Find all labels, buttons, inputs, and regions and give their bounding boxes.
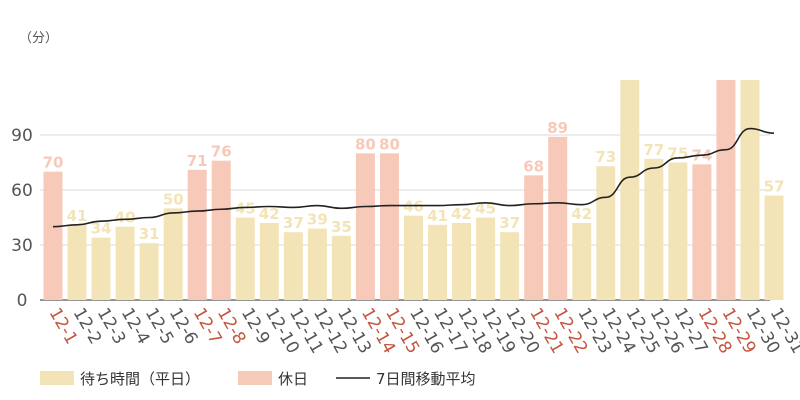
legend-swatch-holiday bbox=[238, 371, 272, 385]
legend: 待ち時間（平日） 休日 7日間移動平均 bbox=[40, 370, 476, 388]
moving-average-line bbox=[52, 127, 775, 228]
y-tick-label: 0 bbox=[17, 291, 28, 311]
data-label: 39 bbox=[307, 211, 328, 229]
data-label: 57 bbox=[764, 178, 785, 196]
bar-weekday bbox=[163, 208, 183, 300]
y-tick-label: 30 bbox=[11, 236, 33, 256]
data-label: 71 bbox=[187, 152, 208, 170]
bar-holiday bbox=[548, 136, 568, 300]
bar-weekday bbox=[283, 232, 303, 300]
bar-weekday bbox=[572, 223, 592, 300]
bar-weekday bbox=[740, 80, 760, 300]
bar-weekday bbox=[476, 217, 496, 300]
y-tick-label: 90 bbox=[11, 126, 33, 146]
data-label: 45 bbox=[475, 200, 496, 218]
bar-weekday bbox=[235, 217, 255, 300]
data-label: 68 bbox=[523, 157, 544, 175]
data-label: 31 bbox=[139, 225, 160, 243]
legend-label-average: 7日間移動平均 bbox=[376, 370, 476, 388]
bars bbox=[43, 80, 784, 300]
bar-weekday bbox=[644, 158, 664, 300]
data-label: 50 bbox=[163, 190, 184, 208]
bar-weekday bbox=[67, 224, 87, 300]
bar-weekday bbox=[428, 224, 448, 300]
x-axis-ticks: 12-112-212-312-412-512-612-712-812-912-1… bbox=[45, 305, 800, 358]
bar-weekday bbox=[404, 215, 423, 300]
data-label: 46 bbox=[403, 198, 424, 216]
data-label: 41 bbox=[67, 207, 88, 225]
bar-weekday bbox=[115, 226, 135, 300]
data-label: 80 bbox=[379, 135, 400, 153]
bar-weekday bbox=[331, 235, 351, 300]
bar-holiday bbox=[524, 175, 544, 300]
y-axis-unit: （分） bbox=[19, 31, 58, 46]
data-label: 42 bbox=[571, 205, 592, 223]
legend-label-holiday: 休日 bbox=[278, 370, 308, 388]
bar-holiday bbox=[379, 153, 399, 300]
bar-holiday bbox=[716, 80, 736, 300]
data-label: 42 bbox=[259, 205, 280, 223]
bar-holiday bbox=[355, 153, 375, 300]
data-label: 35 bbox=[331, 218, 352, 236]
bar-weekday bbox=[139, 243, 159, 300]
data-label: 42 bbox=[451, 205, 472, 223]
moving-average bbox=[52, 127, 775, 228]
data-label: 34 bbox=[91, 220, 112, 238]
data-label: 70 bbox=[43, 154, 64, 172]
data-label: 40 bbox=[115, 209, 136, 227]
data-label: 45 bbox=[235, 200, 256, 218]
bar-holiday bbox=[43, 171, 63, 300]
data-label: 37 bbox=[283, 214, 304, 232]
bar-weekday bbox=[307, 228, 327, 300]
data-label: 77 bbox=[643, 141, 664, 159]
data-label: 37 bbox=[499, 214, 520, 232]
bar-weekday bbox=[596, 166, 616, 300]
bar-holiday bbox=[187, 169, 207, 300]
bar-weekday bbox=[259, 223, 279, 300]
y-axis-ticks: 0 30 60 90 bbox=[11, 126, 33, 311]
bar-weekday bbox=[620, 80, 640, 300]
data-label: 41 bbox=[427, 207, 448, 225]
data-label: 76 bbox=[211, 143, 232, 161]
bar-weekday bbox=[500, 232, 520, 300]
data-label: 89 bbox=[547, 119, 568, 137]
bar-holiday bbox=[692, 164, 712, 300]
bar-weekday bbox=[668, 162, 688, 300]
bar-weekday bbox=[764, 195, 784, 300]
y-tick-label: 60 bbox=[11, 181, 33, 201]
bar-weekday bbox=[91, 237, 111, 300]
bar-holiday bbox=[211, 160, 231, 300]
bar-weekday bbox=[452, 223, 472, 300]
legend-swatch-weekday bbox=[40, 371, 74, 385]
data-label: 80 bbox=[355, 135, 376, 153]
data-label: 73 bbox=[595, 148, 616, 166]
legend-label-weekday: 待ち時間（平日） bbox=[80, 370, 200, 388]
